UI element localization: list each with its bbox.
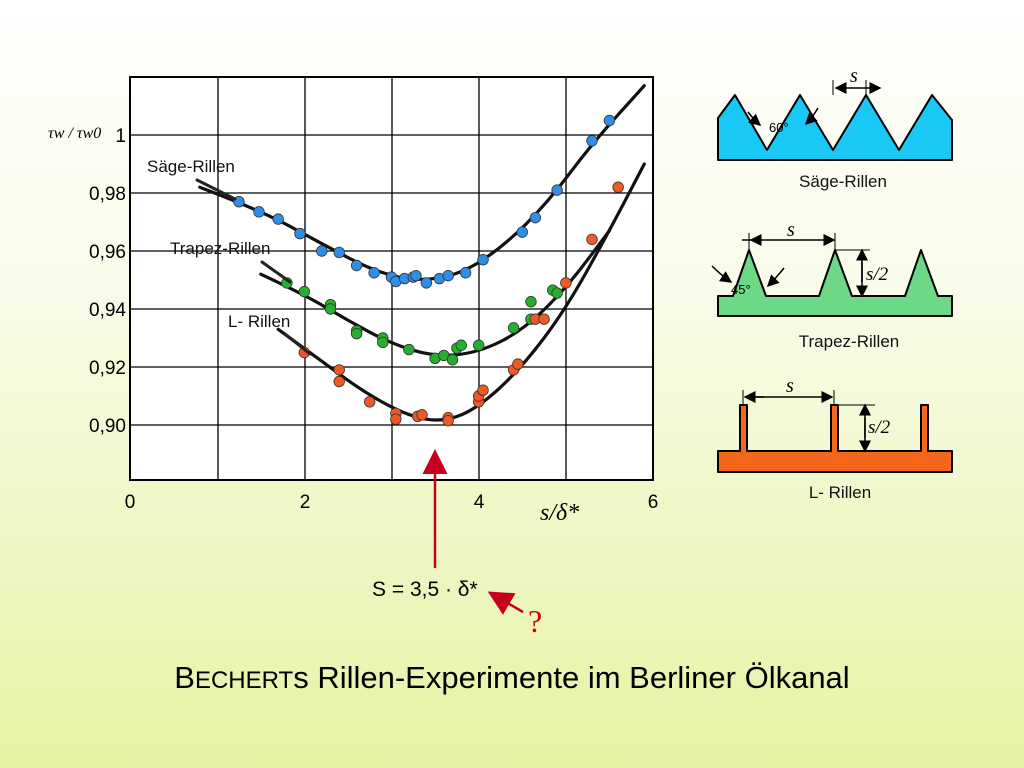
data-point-saege — [253, 206, 265, 218]
data-point-l — [477, 384, 489, 396]
data-point-saege — [586, 135, 598, 147]
l-s2-label: s/2 — [868, 417, 891, 438]
data-point-saege — [420, 277, 433, 289]
data-point-trapez — [525, 296, 537, 308]
y-tick-label: 0,94 — [89, 300, 126, 321]
y-tick-label: 0,96 — [89, 242, 126, 263]
chart-svg: 1 0,98 0,96 0,94 0,92 0,90 0 2 4 6 s/δ* … — [48, 65, 953, 615]
title-rest: s Rillen-Experimente im Berliner Ölkanal — [293, 660, 850, 695]
data-point-l — [512, 358, 524, 370]
data-point-l — [333, 375, 345, 388]
data-point-l — [560, 277, 572, 289]
question-arrow — [487, 591, 524, 615]
data-point-saege — [316, 245, 328, 257]
data-point-saege — [442, 269, 454, 282]
data-point-l — [416, 409, 428, 421]
trapez-caption: Trapez-Rillen — [799, 332, 899, 351]
x-axis-label: s/δ* — [540, 500, 579, 526]
data-point-saege — [603, 114, 616, 127]
data-point-trapez — [507, 322, 520, 334]
series-leaders — [195, 178, 312, 356]
data-point-saege — [294, 227, 306, 240]
question-mark: ? — [528, 603, 543, 639]
data-point-saege — [410, 269, 422, 282]
data-point-trapez — [446, 354, 459, 366]
data-point-trapez — [551, 287, 563, 299]
saege-angle-label: 60° — [769, 120, 789, 135]
data-point-saege — [272, 213, 284, 225]
x-tick-label: 6 — [648, 492, 659, 513]
data-point-l — [333, 364, 345, 376]
y-tick-label: 1 — [115, 126, 126, 147]
data-point-l — [364, 396, 376, 408]
saege-caption: Säge-Rillen — [799, 172, 887, 191]
data-point-l — [442, 414, 454, 427]
optimum-annotation: S = 3,5 · δ* — [372, 578, 478, 601]
data-point-saege — [477, 254, 489, 266]
data-point-saege — [368, 267, 380, 279]
data-point-trapez — [298, 285, 311, 298]
page-title: BECHERTs Rillen-Experimente im Berliner … — [0, 660, 1024, 696]
data-point-saege — [516, 226, 528, 238]
data-point-saege — [529, 211, 542, 224]
data-point-trapez — [350, 327, 363, 340]
y-tick-labels: 1 0,98 0,96 0,94 0,92 0,90 — [89, 126, 126, 437]
series-label-saege: Säge-Rillen — [147, 157, 235, 176]
y-tick-label: 0,92 — [89, 358, 126, 379]
x-tick-label: 2 — [300, 492, 311, 513]
title-smallcaps: ECHERT — [194, 667, 294, 694]
fit-curve-l — [276, 162, 646, 422]
l-rillen-sketch — [717, 390, 953, 473]
data-point-saege — [551, 184, 563, 196]
data-point-saege — [350, 259, 363, 272]
data-point-trapez — [455, 339, 467, 351]
y-tick-label: 0,98 — [89, 184, 126, 205]
saege-rillen-sketch — [717, 80, 953, 161]
y-tick-label: 0,90 — [89, 416, 126, 437]
x-tick-label: 0 — [125, 492, 136, 513]
data-points — [233, 114, 624, 427]
title-initial: B — [174, 660, 195, 695]
trapez-s2-label: s/2 — [866, 264, 889, 285]
saege-s-label: s — [850, 65, 858, 87]
data-point-trapez — [472, 339, 485, 351]
trapez-rillen-sketch — [711, 233, 953, 317]
data-point-l — [538, 313, 550, 325]
l-caption: L- Rillen — [809, 483, 871, 502]
data-point-l — [586, 233, 598, 246]
data-point-l — [612, 181, 624, 193]
trapez-s-label: s — [787, 219, 795, 241]
x-tick-label: 4 — [474, 492, 485, 513]
data-point-trapez — [403, 343, 415, 356]
series-label-trapez: Trapez-Rillen — [170, 239, 270, 258]
data-point-l — [390, 413, 402, 425]
series-label-l: L- Rillen — [228, 312, 290, 331]
data-point-saege — [333, 246, 345, 259]
y-axis-label: τw / τw0 — [48, 125, 101, 142]
trapez-angle-label: 45° — [731, 282, 751, 297]
data-point-trapez — [324, 303, 337, 315]
data-point-saege — [459, 267, 472, 279]
y-axis-label-text: τw / τw0 — [48, 125, 101, 142]
x-tick-labels: 0 2 4 6 — [125, 492, 659, 513]
l-s-label: s — [786, 375, 794, 397]
data-point-trapez — [377, 336, 389, 349]
